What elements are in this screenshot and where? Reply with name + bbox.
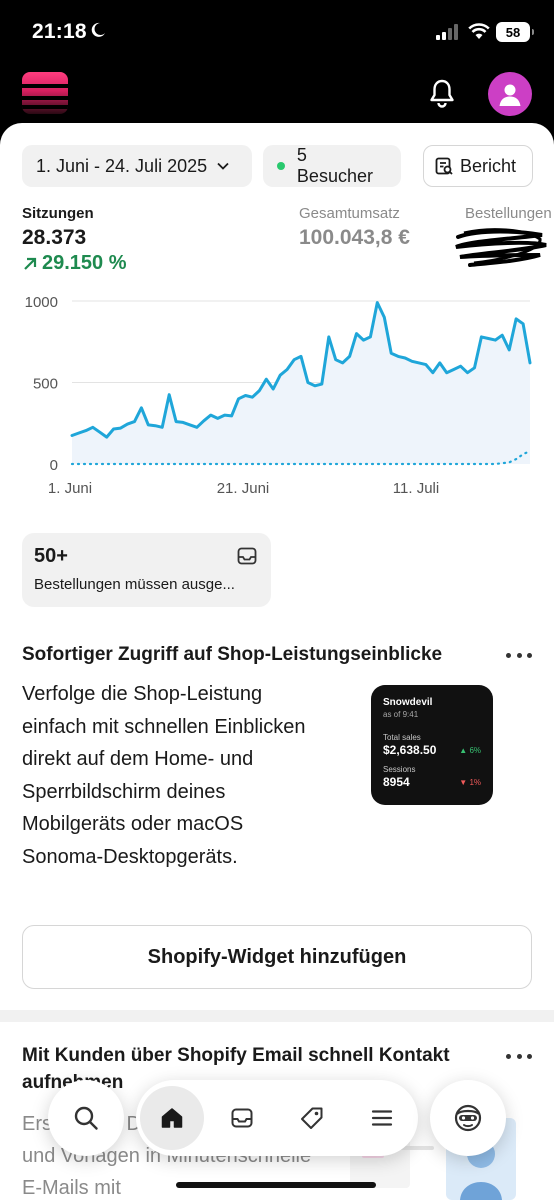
widget-store-name: Snowdevil: [383, 697, 433, 708]
todo-text: Bestellungen müssen ausge...: [34, 576, 235, 593]
status-time: 21:18: [32, 20, 87, 43]
widget-sessions-label: Sessions: [383, 765, 416, 774]
nav-search-button[interactable]: [48, 1080, 124, 1156]
section-divider: [0, 1010, 554, 1022]
tab-menu[interactable]: [350, 1086, 414, 1150]
widget-sales-value: $2,638.50: [383, 743, 437, 757]
sidekick-icon: [454, 1104, 482, 1132]
user-icon: [499, 84, 521, 106]
widget-sales-label: Total sales: [383, 733, 421, 742]
metric-orders-label: Bestellungen: [465, 205, 552, 222]
widget-preview: Snowdevil as of 9:41 Total sales $2,638.…: [371, 685, 493, 805]
y-tick-label: 1000: [25, 294, 58, 311]
visitors-label: 5 Besucher: [296, 145, 373, 186]
y-tick-label: 0: [50, 457, 58, 474]
metric-orders[interactable]: Bestellungen: [465, 205, 552, 222]
chevron-down-icon: [217, 162, 229, 170]
date-range-picker[interactable]: 1. Juni - 24. Juli 2025: [22, 145, 252, 187]
promo-title: Sofortiger Zugriff auf Shop-Leistungsein…: [22, 644, 443, 665]
app-header: [0, 66, 554, 124]
sessions-area: [72, 302, 530, 464]
promo-more-button[interactable]: [506, 645, 532, 665]
tab-products[interactable]: [280, 1086, 344, 1150]
widget-sessions-change: ▼ 1%: [459, 777, 481, 787]
widget-sessions-value: 8954: [383, 775, 410, 789]
comparison-line: [70, 449, 532, 466]
store-logo[interactable]: [22, 72, 68, 114]
live-dot-icon: [277, 162, 285, 170]
promo-body: Verfolge die Shop-Leistung einfach mit s…: [22, 683, 306, 868]
x-tick-label: 11. Juli: [393, 480, 439, 497]
main-sheet: 1. Juni - 24. Juli 2025 5 Besucher Beric…: [0, 123, 554, 1200]
bottom-tab-bar: [136, 1080, 418, 1156]
widget-sessions-row: 8954 ▼ 1%: [383, 775, 481, 789]
metric-sessions-change: 29.150 %: [22, 252, 127, 275]
metric-revenue-label: Gesamtumsatz: [299, 205, 400, 222]
filter-bar: 1. Juni - 24. Juli 2025 5 Besucher Beric…: [22, 145, 533, 187]
inbox-icon: [237, 547, 257, 565]
avatar[interactable]: [488, 72, 532, 116]
widget-as-of: as of 9:41: [383, 710, 419, 719]
metric-sessions[interactable]: Sitzungen 28.373 29.150 %: [22, 205, 127, 275]
bell-icon[interactable]: [428, 78, 456, 108]
home-indicator: [176, 1182, 376, 1188]
battery-indicator: 58: [496, 22, 534, 42]
menu-icon: [371, 1110, 393, 1126]
add-widget-button[interactable]: Shopify-Widget hinzufügen: [22, 925, 532, 989]
wifi-icon: [468, 23, 490, 39]
widget-sales-row: $2,638.50 ▲ 6%: [383, 743, 481, 757]
metric-sessions-change-value: 29.150 %: [42, 252, 127, 274]
todo-count: 50+: [34, 545, 68, 567]
cellular-signal-icon: [436, 24, 458, 40]
tag-icon: [301, 1107, 323, 1129]
x-tick-label: 21. Juni: [217, 480, 270, 497]
orders-todo-card[interactable]: 50+ Bestellungen müssen ausge...: [22, 533, 271, 607]
store-name-redacted: [76, 86, 156, 102]
widget-sales-change: ▲ 6%: [459, 745, 481, 755]
metrics-row: Sitzungen 28.373 29.150 % Gesamtumsatz 1…: [22, 205, 554, 285]
y-tick-label: 500: [33, 376, 58, 393]
sessions-line: [70, 301, 532, 439]
home-icon: [161, 1108, 183, 1128]
x-tick-label: 1. Juni: [48, 480, 92, 497]
tab-orders[interactable]: [210, 1086, 274, 1150]
moon-icon: [91, 22, 105, 37]
report-icon: [435, 157, 453, 175]
arrow-up-right-icon: [24, 257, 37, 270]
report-button[interactable]: Bericht: [423, 145, 533, 187]
date-range-label: 1. Juni - 24. Juli 2025: [36, 155, 208, 176]
live-visitors-chip[interactable]: 5 Besucher: [263, 145, 401, 187]
email-more-button[interactable]: [506, 1046, 532, 1066]
status-bar: 21:18 58: [0, 0, 554, 66]
metric-sessions-label: Sitzungen: [22, 205, 94, 222]
sessions-chart: 1000 500 0 1. Juni 21. Juni 11. Juli: [25, 294, 532, 497]
redaction-scribble: [455, 228, 547, 267]
metric-revenue[interactable]: Gesamtumsatz 100.043,8 €: [299, 205, 410, 250]
assistant-button[interactable]: [430, 1080, 506, 1156]
metric-revenue-value: 100.043,8 €: [299, 226, 410, 249]
metric-sessions-value: 28.373: [22, 226, 87, 249]
inbox-tray-icon: [231, 1108, 253, 1128]
tab-home[interactable]: [140, 1086, 204, 1150]
report-label: Bericht: [460, 155, 517, 176]
search-icon: [74, 1106, 98, 1130]
